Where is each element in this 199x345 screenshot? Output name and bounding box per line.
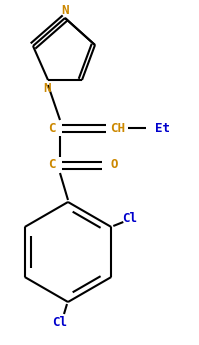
Text: N: N — [61, 4, 69, 18]
Text: C: C — [48, 121, 56, 135]
Text: O: O — [110, 158, 118, 171]
Text: Cl: Cl — [122, 213, 137, 226]
Text: C: C — [48, 158, 56, 171]
Text: Et: Et — [154, 121, 170, 135]
Text: N: N — [43, 82, 51, 96]
Text: CH: CH — [110, 121, 126, 135]
Text: Cl: Cl — [53, 315, 67, 328]
